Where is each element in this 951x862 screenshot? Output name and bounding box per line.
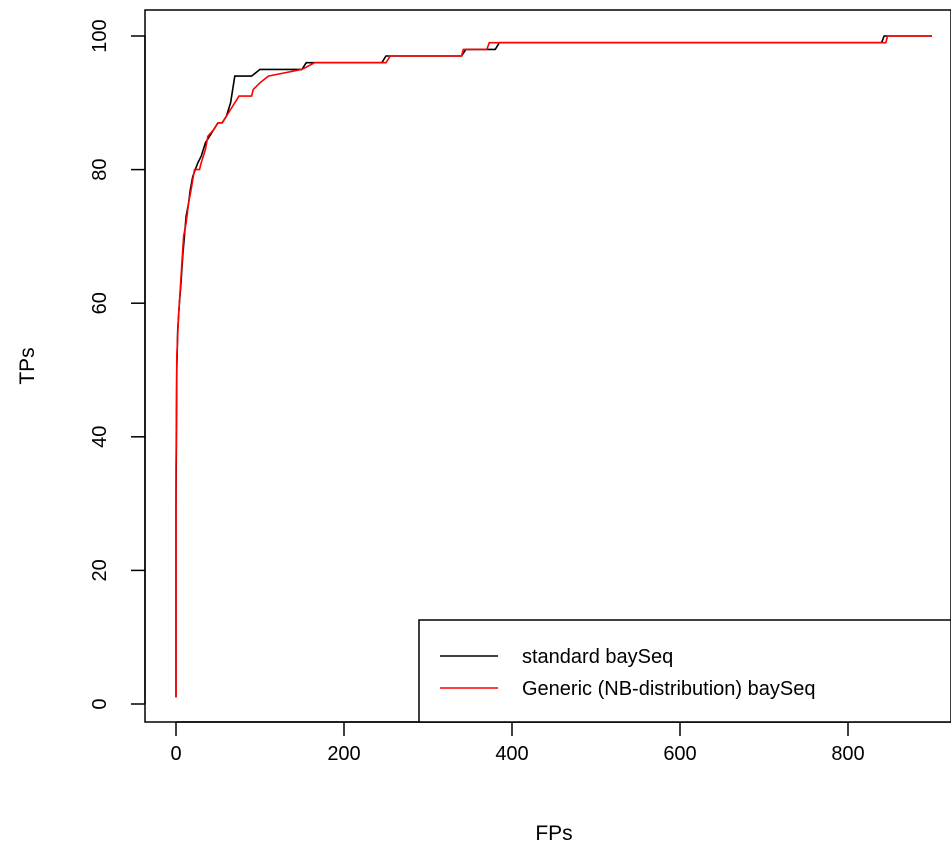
legend-box (418, 619, 951, 723)
plot-frame (144, 9, 951, 723)
y-tick-label: 0 (89, 698, 111, 709)
y-tick-label: 60 (89, 292, 111, 314)
legend-label-generic: Generic (NB-distribution) baySeq (522, 678, 815, 700)
x-tick-label: 600 (663, 743, 696, 765)
y-tick-label: 20 (89, 559, 111, 581)
series-layer (175, 35, 932, 698)
x-tick-label: 0 (170, 743, 181, 765)
x-tick-label: 800 (831, 743, 864, 765)
y-tick-label: 100 (89, 19, 111, 52)
y-tick-label: 80 (89, 158, 111, 180)
x-axis-title: FPs (535, 822, 572, 845)
legend-label-standard: standard baySeq (522, 646, 673, 668)
x-axis: 0 200 400 600 800 (170, 721, 865, 765)
y-tick-label: 40 (89, 426, 111, 448)
y-axis-title: TPs (16, 347, 39, 384)
y-axis: 0 20 40 60 80 100 (89, 19, 146, 710)
legend: standard baySeq Generic (NB-distribution… (418, 619, 951, 723)
series-line-generic (175, 35, 932, 698)
x-tick-label: 400 (495, 743, 528, 765)
x-tick-label: 200 (327, 743, 360, 765)
series-line-standard (175, 35, 932, 698)
